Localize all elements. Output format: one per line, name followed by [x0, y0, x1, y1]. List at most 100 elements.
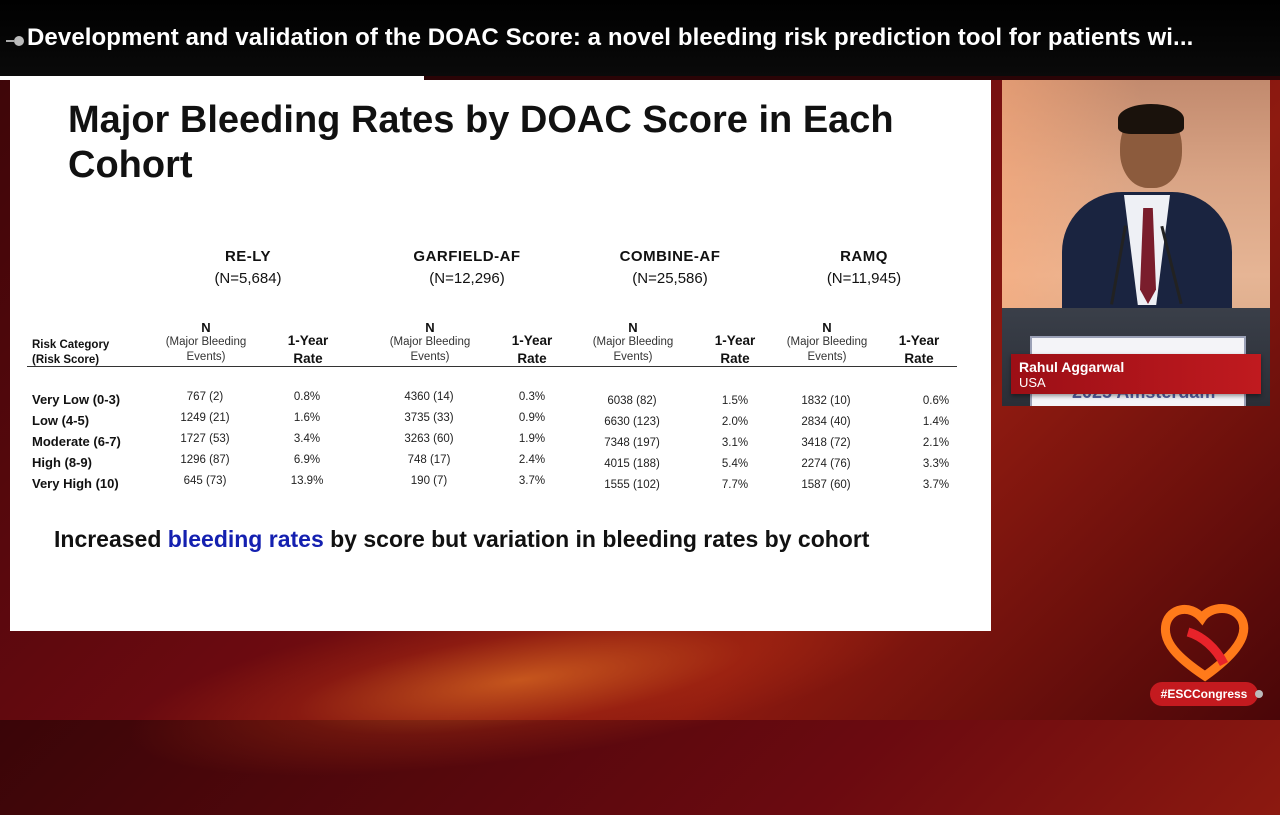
cell-rate: 3.7% [518, 475, 546, 487]
rate-header-line2: Rate [720, 351, 750, 366]
cell-n: 3263 (60) [404, 433, 454, 445]
cell-rate: 1.5% [721, 395, 749, 407]
cell-rate: 2.1% [922, 437, 950, 449]
cell-n: 4015 (188) [604, 458, 660, 470]
n-header-sub2: Events) [410, 351, 450, 363]
cell-n: 1832 (10) [801, 395, 851, 407]
cell-rate: 2.0% [721, 416, 749, 428]
n-header-sub2: Events) [807, 351, 847, 363]
risk-header-line2: (Risk Score) [32, 354, 100, 366]
n-header: N (Major Bleeding Events) [585, 320, 681, 365]
cell-rate: 1.9% [518, 433, 546, 445]
cell-rate: 0.9% [518, 412, 546, 424]
takeaway-pre: Increased [54, 526, 168, 552]
takeaway-highlight: bleeding rates [167, 526, 324, 552]
n-header-label: N [201, 320, 211, 335]
cohort-header-ramq: RAMQ (N=11,945) [764, 248, 964, 287]
n-header-sub1: (Major Bleeding [389, 336, 471, 348]
cell-rate: 0.3% [518, 391, 546, 403]
cohort-n: (N=12,296) [429, 270, 505, 287]
cell-n: 190 (7) [410, 475, 448, 487]
cell-rate: 0.6% [922, 395, 950, 407]
rate-header: 1-Year Rate [502, 332, 562, 368]
row-label: Moderate (6-7) [32, 434, 121, 449]
speaker-country: USA [1019, 375, 1046, 390]
speaker-name: Rahul Aggarwal [1019, 359, 1125, 375]
header-divider [27, 366, 957, 367]
cell-n: 1727 (53) [180, 433, 230, 445]
n-header-label: N [425, 320, 435, 335]
rate-header-line2: Rate [904, 351, 934, 366]
cell-n: 3418 (72) [801, 437, 851, 449]
cell-rate: 1.4% [922, 416, 950, 428]
progress-bar[interactable] [0, 76, 1280, 80]
cohort-header-combine: COMBINE-AF (N=25,586) [570, 248, 770, 287]
cohort-name: GARFIELD-AF [413, 248, 521, 265]
cell-rate: 2.4% [518, 454, 546, 466]
n-header-sub1: (Major Bleeding [786, 336, 868, 348]
cell-n: 1249 (21) [180, 412, 230, 424]
n-header: N (Major Bleeding Events) [779, 320, 875, 365]
risk-category-header: Risk Category (Risk Score) [32, 338, 109, 368]
cell-rate: 3.3% [922, 458, 950, 470]
slide-takeaway: Increased bleeding rates by score but va… [54, 526, 869, 553]
risk-header-line1: Risk Category [32, 339, 110, 351]
rate-header: 1-Year Rate [705, 332, 765, 368]
slide-title: Major Bleeding Rates by DOAC Score in Ea… [68, 99, 894, 186]
n-header: N (Major Bleeding Events) [158, 320, 254, 365]
row-label: Very High (10) [32, 476, 119, 491]
cell-rate: 13.9% [290, 475, 324, 487]
n-header: N (Major Bleeding Events) [382, 320, 478, 365]
cell-rate: 1.6% [293, 412, 321, 424]
cell-rate: 6.9% [293, 454, 321, 466]
cell-n: 1587 (60) [801, 479, 851, 491]
rate-header-line1: 1-Year [898, 333, 940, 348]
cell-n: 6038 (82) [607, 395, 657, 407]
cell-rate: 0.8% [293, 391, 321, 403]
cell-n: 2274 (76) [801, 458, 851, 470]
cohort-n: (N=25,586) [632, 270, 708, 287]
title-bar: Development and validation of the DOAC S… [0, 0, 1280, 78]
hashtag-badge: #ESCCongress [1150, 682, 1258, 706]
cell-n: 1296 (87) [180, 454, 230, 466]
cohort-header-rely: RE-LY (N=5,684) [148, 248, 348, 287]
row-label: Low (4-5) [32, 413, 90, 428]
esc-heart-logo [1160, 604, 1249, 682]
cell-n: 4360 (14) [404, 391, 454, 403]
n-header-sub2: Events) [613, 351, 653, 363]
cell-n: 767 (2) [186, 391, 224, 403]
n-header-sub1: (Major Bleeding [592, 336, 674, 348]
end-indicator [1255, 690, 1263, 698]
cell-rate: 5.4% [721, 458, 749, 470]
progress-indicator[interactable] [6, 34, 24, 48]
rate-header-line2: Rate [293, 351, 323, 366]
cohort-n: (N=11,945) [826, 270, 902, 287]
cell-rate: 3.7% [922, 479, 950, 491]
row-label: Very Low (0-3) [32, 392, 121, 407]
cell-rate: 3.1% [721, 437, 749, 449]
cohort-name: RAMQ [840, 248, 888, 265]
rate-header-line1: 1-Year [714, 333, 756, 348]
rate-header-line1: 1-Year [287, 333, 329, 348]
cell-n: 748 (17) [407, 454, 451, 466]
rate-header-line2: Rate [517, 351, 547, 366]
speaker-lower-third: Rahul Aggarwal USA [1011, 354, 1261, 394]
cell-rate: 3.4% [293, 433, 321, 445]
cell-rate: 7.7% [721, 479, 749, 491]
cell-n: 645 (73) [183, 475, 227, 487]
rate-header-line1: 1-Year [511, 333, 553, 348]
presentation-slide: Major Bleeding Rates by DOAC Score in Ea… [10, 80, 991, 631]
session-title: Development and validation of the DOAC S… [27, 24, 1194, 51]
cell-n: 7348 (197) [604, 437, 660, 449]
takeaway-post: by score but variation in bleeding rates… [323, 526, 870, 552]
rate-header: 1-Year Rate [278, 332, 338, 368]
cell-n: 1555 (102) [604, 479, 660, 491]
n-header-sub2: Events) [186, 351, 226, 363]
row-label: High (8-9) [32, 455, 92, 470]
n-header-label: N [628, 320, 638, 335]
cohort-name: COMBINE-AF [619, 248, 721, 265]
cohort-header-garfield: GARFIELD-AF (N=12,296) [367, 248, 567, 287]
n-header-sub1: (Major Bleeding [165, 336, 247, 348]
cell-n: 6630 (123) [604, 416, 660, 428]
n-header-label: N [822, 320, 832, 335]
